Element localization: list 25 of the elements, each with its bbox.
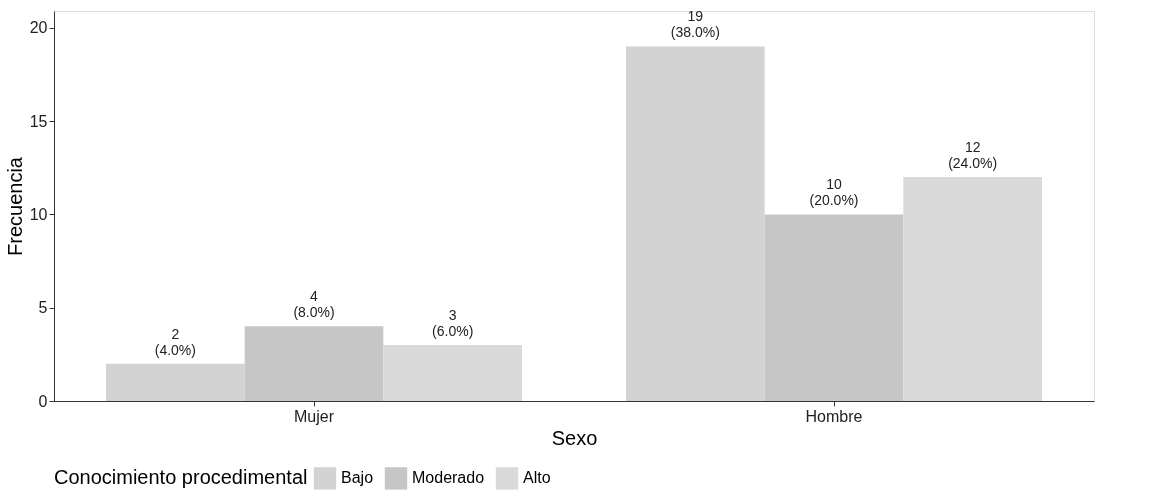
y-tick-label: 0 bbox=[38, 392, 48, 410]
data-label: 12 (24.0%) bbox=[948, 139, 998, 172]
legend-label: Bajo bbox=[341, 469, 374, 487]
legend-title: Conocimiento procedimental bbox=[54, 466, 308, 488]
y-axis-title: Frecuencia bbox=[3, 156, 26, 256]
x-tick-label: Hombre bbox=[805, 407, 863, 425]
y-tick-label: 20 bbox=[29, 19, 48, 37]
bar bbox=[244, 326, 384, 401]
bar bbox=[383, 345, 522, 401]
bar bbox=[764, 214, 904, 401]
legend-label: Moderado bbox=[412, 469, 485, 487]
y-tick-label: 5 bbox=[38, 299, 48, 317]
x-axis-title: Sexo bbox=[551, 426, 598, 449]
data-label: 10 (20.0%) bbox=[809, 176, 859, 209]
data-label: 19 (38.0%) bbox=[670, 8, 720, 41]
data-label: 4 (8.0%) bbox=[293, 288, 335, 321]
legend-label: Alto bbox=[523, 469, 551, 487]
y-tick-label: 10 bbox=[29, 205, 48, 223]
bar bbox=[626, 46, 765, 401]
bar bbox=[106, 363, 245, 401]
data-label: 3 (6.0%) bbox=[432, 307, 474, 340]
bar bbox=[903, 177, 1042, 401]
x-tick-label: Mujer bbox=[293, 407, 335, 425]
y-tick-label: 15 bbox=[29, 112, 48, 130]
data-label: 2 (4.0%) bbox=[154, 325, 196, 358]
